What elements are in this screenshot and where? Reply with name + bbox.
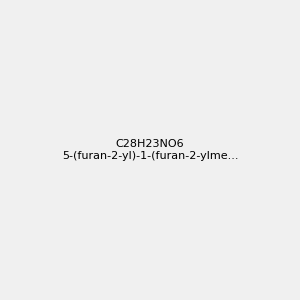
Text: C28H23NO6
5-(furan-2-yl)-1-(furan-2-ylme...: C28H23NO6 5-(furan-2-yl)-1-(furan-2-ylme… [62, 139, 238, 161]
